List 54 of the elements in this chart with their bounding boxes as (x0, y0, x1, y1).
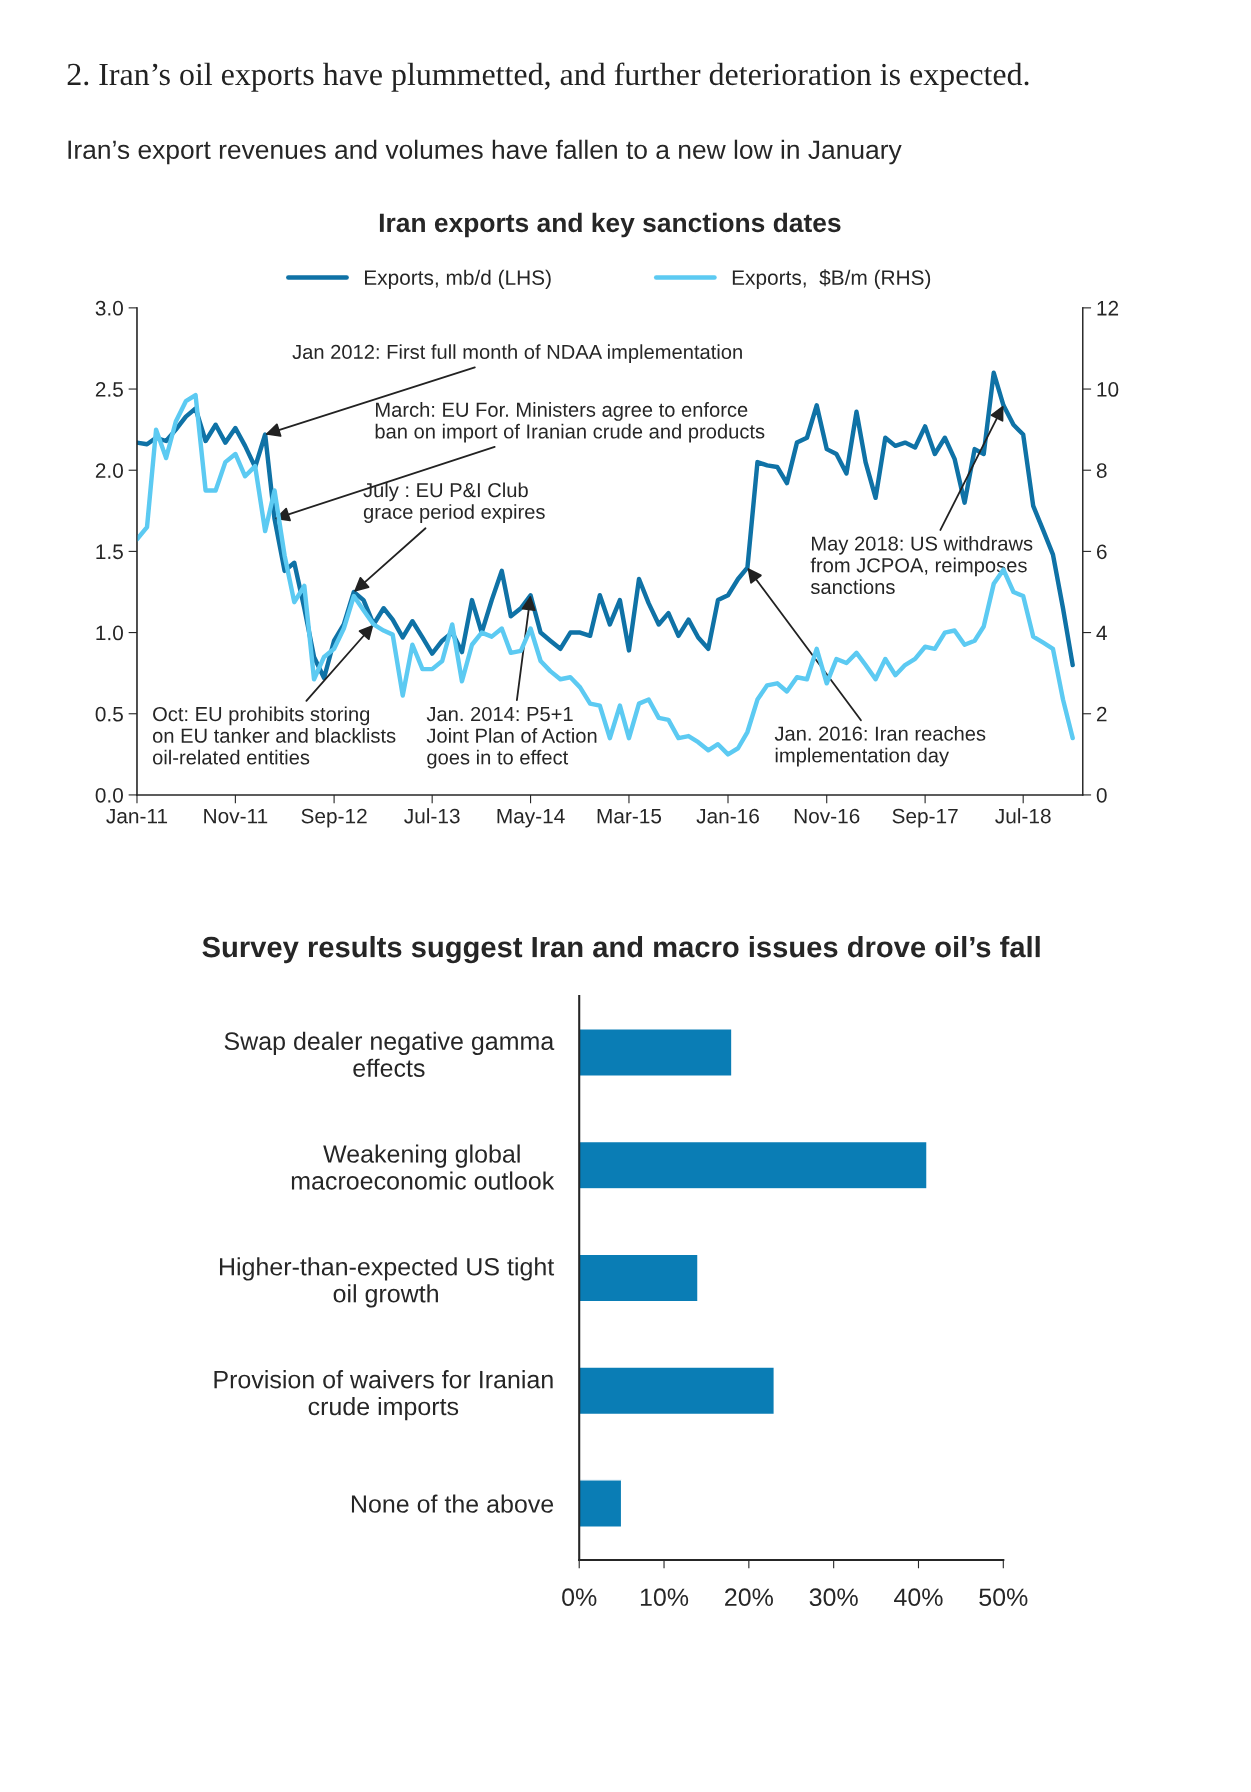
x-tick-label: 0% (562, 1588, 597, 1607)
x-tick-label: Jul-18 (995, 808, 1051, 824)
bar (579, 1366, 775, 1416)
y-tick-label: None of the above (351, 1494, 554, 1513)
y2-tick-label: 10 (1097, 382, 1119, 397)
x-tick-label: Jan-16 (696, 808, 759, 824)
y2-tick-label: 8 (1096, 463, 1107, 478)
line-series (136, 370, 1075, 681)
annotation: March: EU For. Ministers agree to enforce ban on import of Iranian crude and products (375, 402, 765, 443)
annotation: July : EU P&I Club grace period expires (363, 482, 545, 523)
y-tick-label: 3.0 (95, 300, 123, 316)
x-tick-label: Mar-15 (597, 808, 662, 824)
bar (579, 1140, 928, 1190)
y-tick-label: 1.0 (96, 625, 123, 641)
x-tick-label: Sep-17 (892, 808, 958, 828)
annotation: May 2018: US withdraws from JCPOA, reimposes sanctions (810, 535, 1033, 595)
annotation: Jan 2012: First full month of NDAA implementation (292, 344, 742, 364)
chart-title: Survey results suggest Iran and macro issues drove oil’s fall (202, 935, 1040, 964)
x-tick-label: May-14 (497, 808, 565, 828)
legend-label: Exports, mb/d (LHS) (365, 269, 551, 290)
annotation: Jan. 2014: P5+1 Joint Plan of Action goes in to effect (426, 706, 597, 769)
x-tick-label: Nov-16 (794, 808, 860, 824)
y2-tick-label: 12 (1097, 300, 1119, 316)
x-tick-label: Jan-11 (106, 808, 168, 824)
y-tick-label: 1.5 (96, 544, 123, 560)
bar (579, 1253, 699, 1303)
x-tick-label: 50% (979, 1588, 1028, 1607)
y-tick-label: 2.5 (95, 382, 123, 397)
y-tick-label: Weakening global macroeconomic outlook (291, 1144, 555, 1190)
text: 2. Iran’s oil exports have plummetted, and further deterioration is expected. (67, 62, 1029, 92)
y-tick-label: Swap dealer negative gamma effects (224, 1031, 555, 1077)
x-tick-label: 20% (725, 1588, 773, 1607)
y2-tick-label: 4 (1096, 625, 1107, 641)
annotation: Oct: EU prohibits storing on EU tanker and blacklists oil-related entities (152, 706, 396, 765)
y-tick-label: 0.0 (95, 787, 123, 803)
y-tick-label: 0.5 (95, 706, 123, 722)
x-tick-label: Jul-13 (404, 808, 460, 824)
y2-tick-label: 2 (1096, 706, 1107, 722)
legend-label: Exports, $B/m (RHS) (732, 269, 931, 290)
y-tick-label: Provision of waivers for Iranian crude imports (214, 1370, 553, 1421)
x-tick-label: Sep-12 (301, 808, 367, 828)
bar (579, 1028, 733, 1077)
y2-tick-label: 6 (1096, 544, 1107, 560)
x-tick-label: 10% (640, 1588, 689, 1607)
y-tick-label: Higher-than-expected US tight oil growth (219, 1257, 555, 1308)
chart-subtitle: Iran exports and key sanctions dates (379, 212, 841, 238)
x-tick-label: Nov-11 (204, 808, 268, 824)
x-tick-label: 40% (894, 1588, 943, 1607)
annotation: Jan. 2016: Iran reaches implementation day (774, 725, 986, 767)
bar (579, 1479, 623, 1528)
y-tick-label: 2.0 (95, 463, 123, 478)
x-tick-label: 30% (809, 1588, 858, 1607)
chart-title: Iran’s export revenues and volumes have fallen to a new low in January (68, 139, 902, 165)
y2-tick-label: 0 (1096, 787, 1107, 803)
